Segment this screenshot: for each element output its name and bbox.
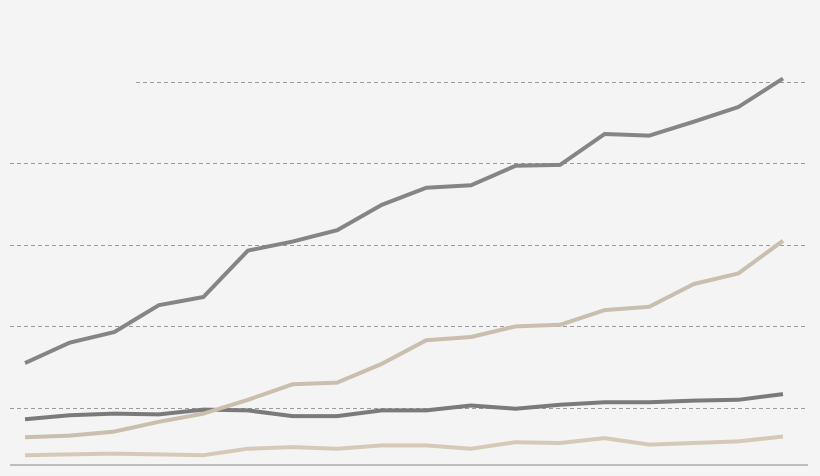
series-line-4 [24,434,784,458]
series-line-3 [24,392,784,422]
series-line-2 [24,239,785,440]
series-lines [24,76,785,458]
gridlines [10,82,808,409]
series-line-1 [24,76,785,365]
